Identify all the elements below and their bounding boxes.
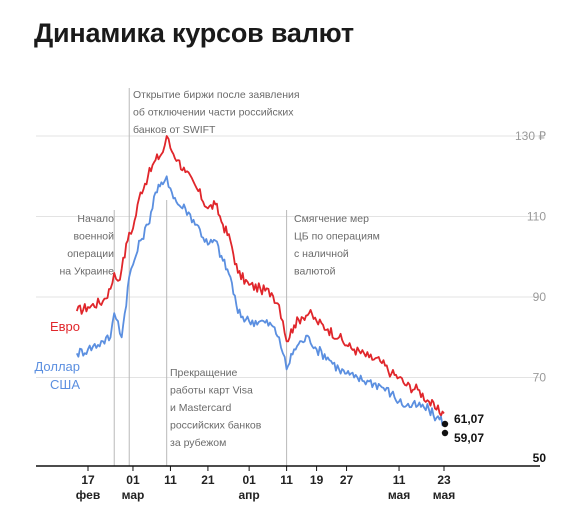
event-annotation-line: работы карт Visa	[170, 385, 253, 397]
x-tick-label: 23	[437, 473, 451, 487]
x-tick-label: 11	[393, 473, 406, 487]
event-annotation-line: Открытие биржи после заявления	[133, 89, 300, 101]
event-markers: Начало военной операции на Украине Открытие …	[59, 88, 380, 466]
event-annotation-line: валютой	[294, 266, 336, 278]
series-lines	[75, 135, 445, 427]
end-dot	[441, 420, 449, 428]
event-annotation-line: военной	[74, 231, 115, 243]
x-tick-label: 01	[126, 473, 140, 487]
x-tick-month: мая	[388, 488, 410, 502]
x-tick-month: фев	[76, 488, 100, 502]
event-annotation-line: ЦБ по операциям	[294, 231, 380, 243]
x-tick-label: 11	[164, 473, 177, 487]
end-values: 61,07 59,07	[441, 412, 484, 445]
x-tick-label: 27	[340, 473, 354, 487]
euro-label: Евро	[50, 319, 80, 334]
event-annotation-line: Прекращение	[170, 367, 238, 379]
event-annotation-line: российских банков	[170, 420, 262, 432]
event-annotation-line: Начало	[77, 213, 114, 225]
event-annotation-line: операции	[67, 248, 114, 260]
x-tick-label: 01	[242, 473, 256, 487]
x-tick-month: апр	[239, 488, 260, 502]
y-tick-label: 70	[533, 371, 547, 385]
page-title: Динамика курсов валют	[34, 18, 354, 48]
x-tick-month: мар	[122, 488, 145, 502]
y-tick-label: 130 ₽	[515, 129, 546, 143]
x-tick-label: 11	[280, 473, 293, 487]
y-tick-label: 110	[527, 210, 546, 224]
y-tick-label: 50	[533, 451, 547, 465]
usd-end-value: 59,07	[454, 431, 484, 445]
end-dot	[441, 429, 449, 437]
event-annotation-line: и Mastercard	[170, 402, 231, 414]
event-annotation-line: банков от SWIFT	[133, 124, 216, 136]
event-annotation-line: за рубежом	[170, 437, 226, 449]
x-tick-label: 21	[201, 473, 215, 487]
x-tick-label: 19	[310, 473, 324, 487]
euro-line	[75, 135, 445, 417]
x-tick-label: 17	[81, 473, 95, 487]
event-annotation-line: на Украине	[59, 266, 114, 278]
euro-end-value: 61,07	[454, 412, 484, 426]
event-annotation-line: об отключении части российских	[133, 107, 294, 119]
series-labels: Евро Доллар США	[34, 319, 80, 392]
event-annotation-line: Смягчение мер	[294, 213, 369, 225]
y-tick-label: 90	[533, 290, 547, 304]
usd-line	[75, 175, 445, 427]
usd-label: США	[50, 377, 80, 392]
gridlines: 130 ₽ 110 90 70 50	[36, 129, 546, 465]
event-annotation-line: с наличной	[294, 248, 349, 260]
usd-label: Доллар	[34, 359, 80, 374]
x-tick-month: мая	[433, 488, 455, 502]
